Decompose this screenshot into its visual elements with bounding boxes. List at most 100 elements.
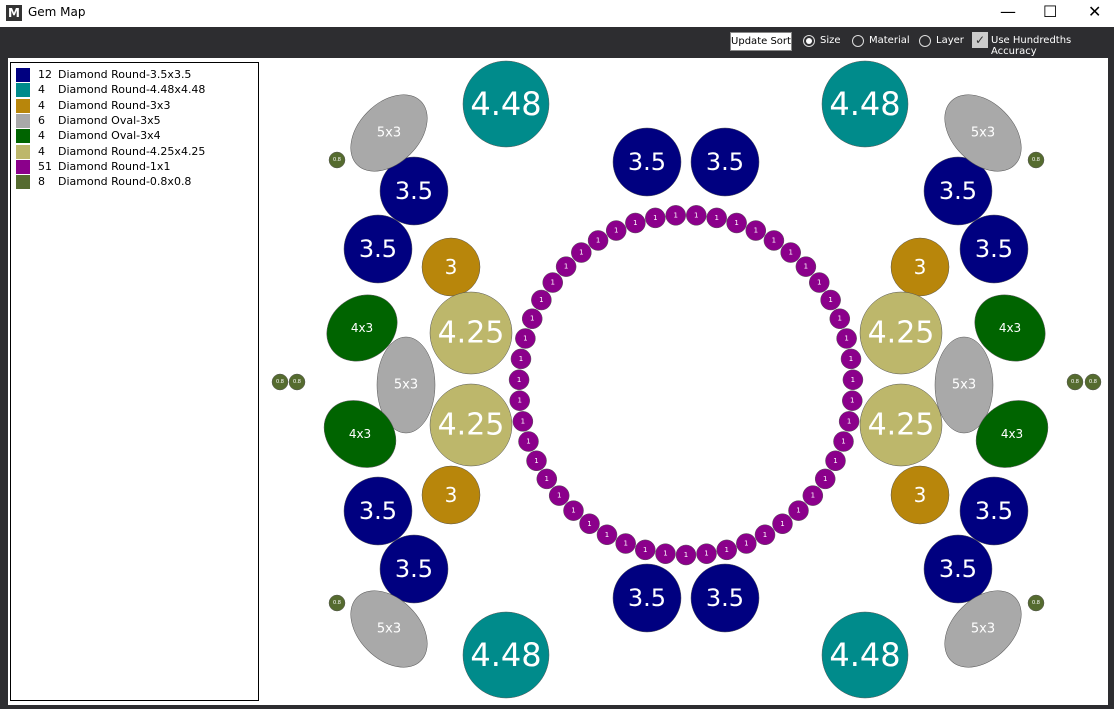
gem-label: 4x3 [349,427,371,441]
gem-label: 1 [571,507,575,515]
gem [825,450,846,472]
gem [890,237,950,297]
gem-label: 1 [763,531,767,539]
gem-label: 1 [587,520,591,528]
gem [571,242,592,263]
gem [429,291,513,375]
gem [944,94,1022,172]
gem [833,431,854,452]
gem-label: 0.8 [1071,379,1079,385]
gem-label: 1 [772,236,776,244]
gem-label: 4x3 [351,321,373,335]
gem-label: 1 [643,546,647,554]
gem-label: 1 [788,249,792,257]
gem [579,513,600,535]
gem-label: 3.5 [975,497,1013,525]
legend-swatch [16,98,30,113]
gem-label: 0.8 [1032,157,1040,163]
gem [587,230,609,251]
legend-name: Diamond Round-3.5x3.5 [58,68,192,81]
legend-swatch [16,113,30,128]
gem [512,411,534,432]
gem-label: 4.25 [868,316,935,351]
gem [814,468,836,490]
gem-label: 1 [724,546,728,554]
gem [802,485,824,506]
gem [421,465,481,525]
layer-radio[interactable] [919,35,931,47]
close-button[interactable]: ✕ [1088,2,1102,21]
gem-label: 1 [847,417,851,425]
gem-label: 3.5 [706,148,744,176]
gem [838,411,860,432]
legend-count: 51 [38,159,52,173]
legend-count: 4 [38,98,45,112]
gem [462,60,550,148]
material-radio[interactable] [852,35,864,47]
gem [1066,373,1084,391]
gem-label: 1 [694,211,698,219]
gem-label: 1 [579,249,583,257]
gem-label: 1 [844,334,848,342]
gem-label: 1 [517,397,521,405]
gem [655,543,676,564]
legend-count: 6 [38,113,45,127]
gem-label: 1 [545,475,549,483]
hundredths-checkbox[interactable]: ✓ [972,32,988,48]
gem-label: 1 [564,263,568,271]
update-sort-button[interactable]: Update Sort [730,32,792,51]
gem-label: 4x3 [999,321,1021,335]
gem-label: 1 [557,492,561,500]
legend-swatch [16,144,30,159]
gem [716,539,737,561]
gem-label: 3 [914,255,927,279]
gem-label: 5x3 [971,126,995,141]
gem [421,237,481,297]
gem [645,207,666,229]
gem-label: 1 [838,315,842,323]
gem [615,533,636,554]
gem-label: 3.5 [395,555,433,583]
gem [690,563,760,633]
gem-label: 1 [780,520,784,528]
gem-label: 4.25 [438,408,505,443]
gem [555,256,577,277]
maximize-button[interactable]: ☐ [1043,2,1058,21]
gem-label: 1 [744,540,748,548]
gem [763,230,785,251]
title-bar: M Gem Map — ☐ ✕ [0,0,1114,27]
gem-label: 1 [796,507,800,515]
gem-label: 1 [605,531,609,539]
minimize-button[interactable]: — [1000,2,1016,21]
legend-swatch [16,68,30,82]
gem-label: 4.48 [470,85,541,123]
gem-label: 1 [673,211,677,219]
legend-name: Diamond Round-4.25x4.25 [58,144,206,158]
size-radio[interactable] [803,35,815,47]
gem [780,242,801,263]
gem [526,450,547,472]
gem-label: 1 [521,417,525,425]
gem-label: 1 [523,334,527,342]
gem [836,328,857,349]
gem-label: 1 [653,214,657,222]
gem [596,524,618,546]
gem-label: 3.5 [706,584,744,612]
gem [665,205,686,226]
gem-label: 3.5 [628,584,666,612]
gem [772,513,793,535]
gem [788,500,809,521]
gem-label: 4.25 [438,316,505,351]
gem [696,543,717,564]
gem [328,594,346,612]
gem [1027,594,1045,612]
gem-label: 1 [517,376,521,384]
gem-label: 1 [833,457,837,465]
gem [859,291,943,375]
gem-label: 1 [849,355,853,363]
gem-label: 5x3 [971,622,995,637]
gem-label: 1 [828,296,832,304]
gem-label: 1 [684,551,688,559]
gem-label: 1 [714,214,718,222]
